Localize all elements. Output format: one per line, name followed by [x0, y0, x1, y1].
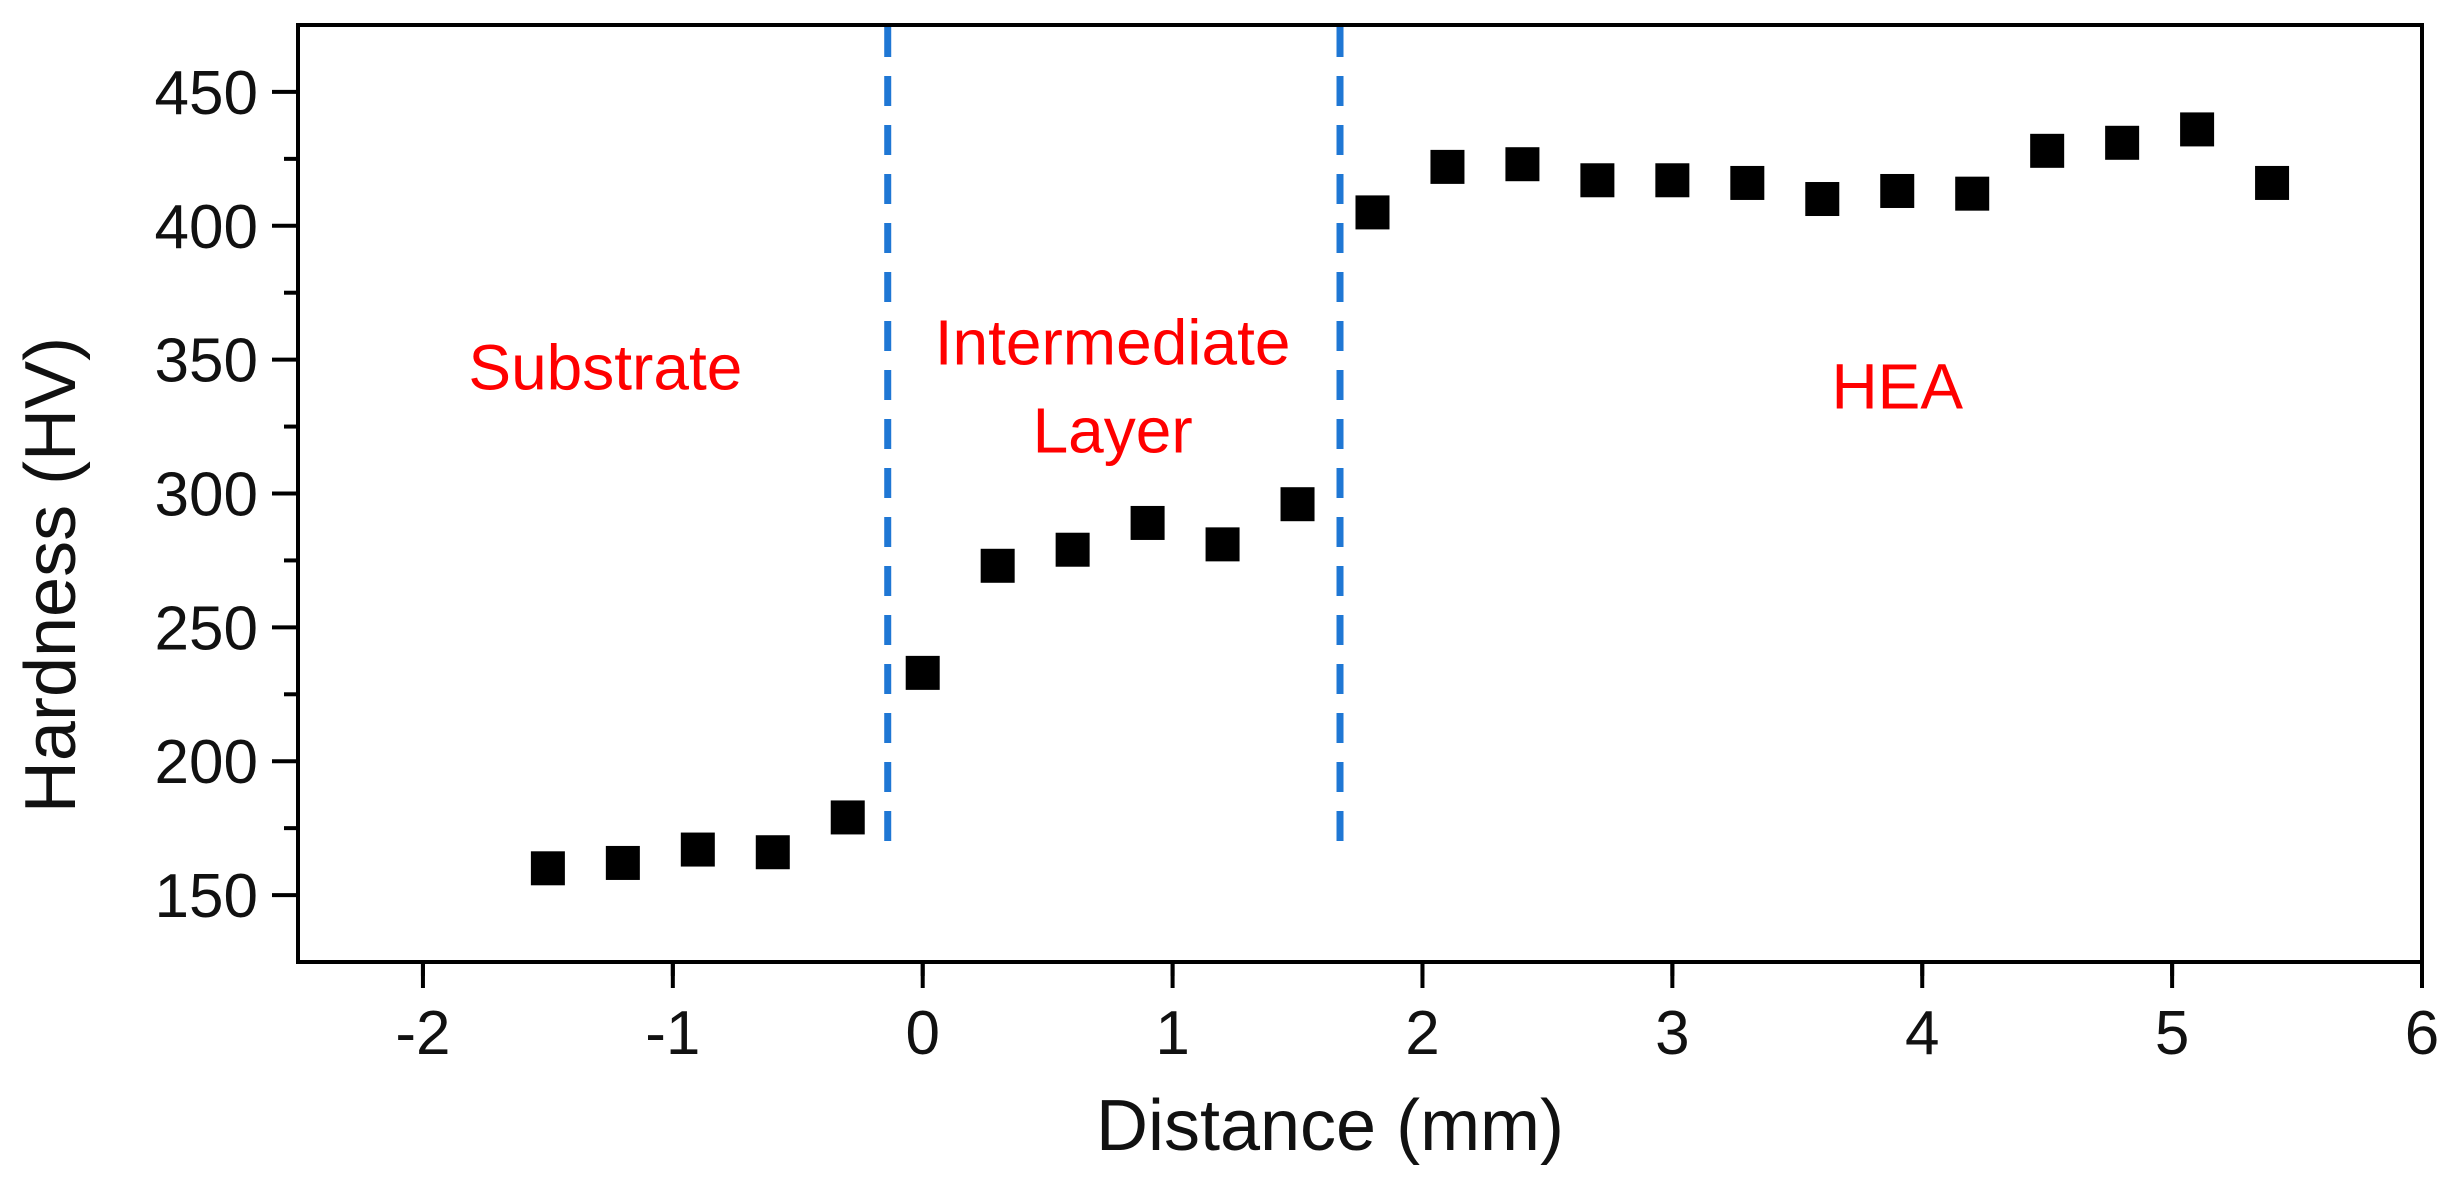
data-point — [2105, 125, 2140, 160]
data-point — [2180, 112, 2215, 147]
region-label: HEA — [1831, 350, 1963, 422]
data-point — [1055, 532, 1090, 567]
y-tick-label: 400 — [155, 193, 258, 262]
y-tick-label: 450 — [155, 59, 258, 128]
data-point — [1430, 149, 1465, 184]
data-point — [1955, 176, 1990, 211]
data-point — [1655, 163, 1690, 198]
data-point — [905, 655, 940, 690]
data-point — [1580, 163, 1615, 198]
y-tick-label: 250 — [155, 594, 258, 663]
data-point — [1355, 195, 1390, 230]
x-tick-label: 0 — [905, 999, 939, 1068]
x-tick-label: 6 — [2405, 999, 2439, 1068]
data-point — [1130, 505, 1165, 540]
data-point — [1880, 173, 1915, 208]
y-tick-label: 300 — [155, 461, 258, 530]
data-point — [1505, 147, 1540, 182]
x-tick-label: 2 — [1405, 999, 1439, 1068]
x-tick-label: -2 — [395, 999, 450, 1068]
x-tick-label: 1 — [1155, 999, 1189, 1068]
data-point — [605, 845, 640, 880]
data-point — [1205, 527, 1240, 562]
region-label: Layer — [1033, 394, 1193, 466]
data-point — [1280, 487, 1315, 522]
data-point — [680, 832, 715, 867]
data-point — [980, 548, 1015, 583]
data-point — [1730, 165, 1765, 200]
region-label: Intermediate — [935, 306, 1291, 378]
plot-frame — [296, 23, 2424, 964]
region-label: Substrate — [468, 332, 742, 404]
x-tick-label: 5 — [2155, 999, 2189, 1068]
data-point — [530, 851, 565, 886]
data-point — [2255, 165, 2290, 200]
data-point — [830, 800, 865, 835]
y-tick-label: 350 — [155, 327, 258, 396]
x-tick-label: -1 — [645, 999, 700, 1068]
y-tick-label: 200 — [155, 728, 258, 797]
x-tick-label: 3 — [1655, 999, 1689, 1068]
data-point — [755, 835, 790, 870]
y-tick-label: 150 — [155, 862, 258, 931]
y-axis-title: Hardness (HV) — [11, 337, 91, 813]
data-point — [1805, 182, 1840, 217]
data-point — [2030, 133, 2065, 168]
x-tick-label: 4 — [1905, 999, 1939, 1068]
x-axis-title: Distance (mm) — [1096, 1086, 1564, 1166]
